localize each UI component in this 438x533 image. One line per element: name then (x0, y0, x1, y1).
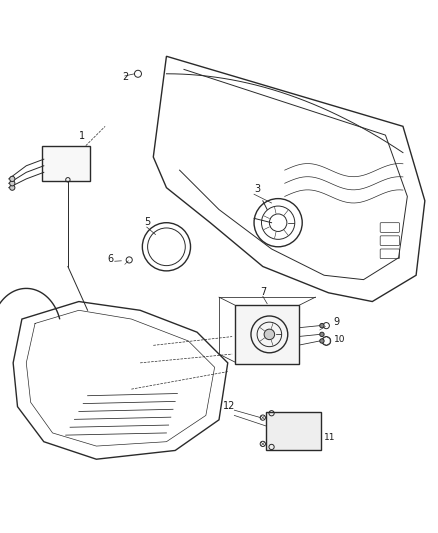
FancyBboxPatch shape (266, 412, 321, 449)
Circle shape (320, 324, 324, 328)
Text: 12: 12 (223, 401, 236, 411)
Text: 1: 1 (79, 132, 85, 141)
FancyBboxPatch shape (380, 236, 399, 246)
Text: 3: 3 (254, 184, 260, 194)
Circle shape (10, 185, 15, 190)
Circle shape (320, 339, 324, 343)
Text: 11: 11 (324, 432, 336, 441)
Circle shape (264, 329, 275, 340)
FancyBboxPatch shape (42, 146, 90, 181)
Circle shape (10, 181, 15, 186)
Circle shape (10, 176, 15, 182)
Text: 10: 10 (334, 335, 345, 344)
Text: 6: 6 (107, 254, 113, 264)
Text: 9: 9 (333, 317, 339, 327)
FancyBboxPatch shape (235, 304, 299, 364)
FancyBboxPatch shape (380, 223, 399, 232)
Text: 5: 5 (145, 217, 151, 227)
FancyBboxPatch shape (380, 249, 399, 259)
Circle shape (320, 332, 324, 336)
Text: 2: 2 (123, 72, 129, 83)
Text: 7: 7 (261, 287, 267, 297)
